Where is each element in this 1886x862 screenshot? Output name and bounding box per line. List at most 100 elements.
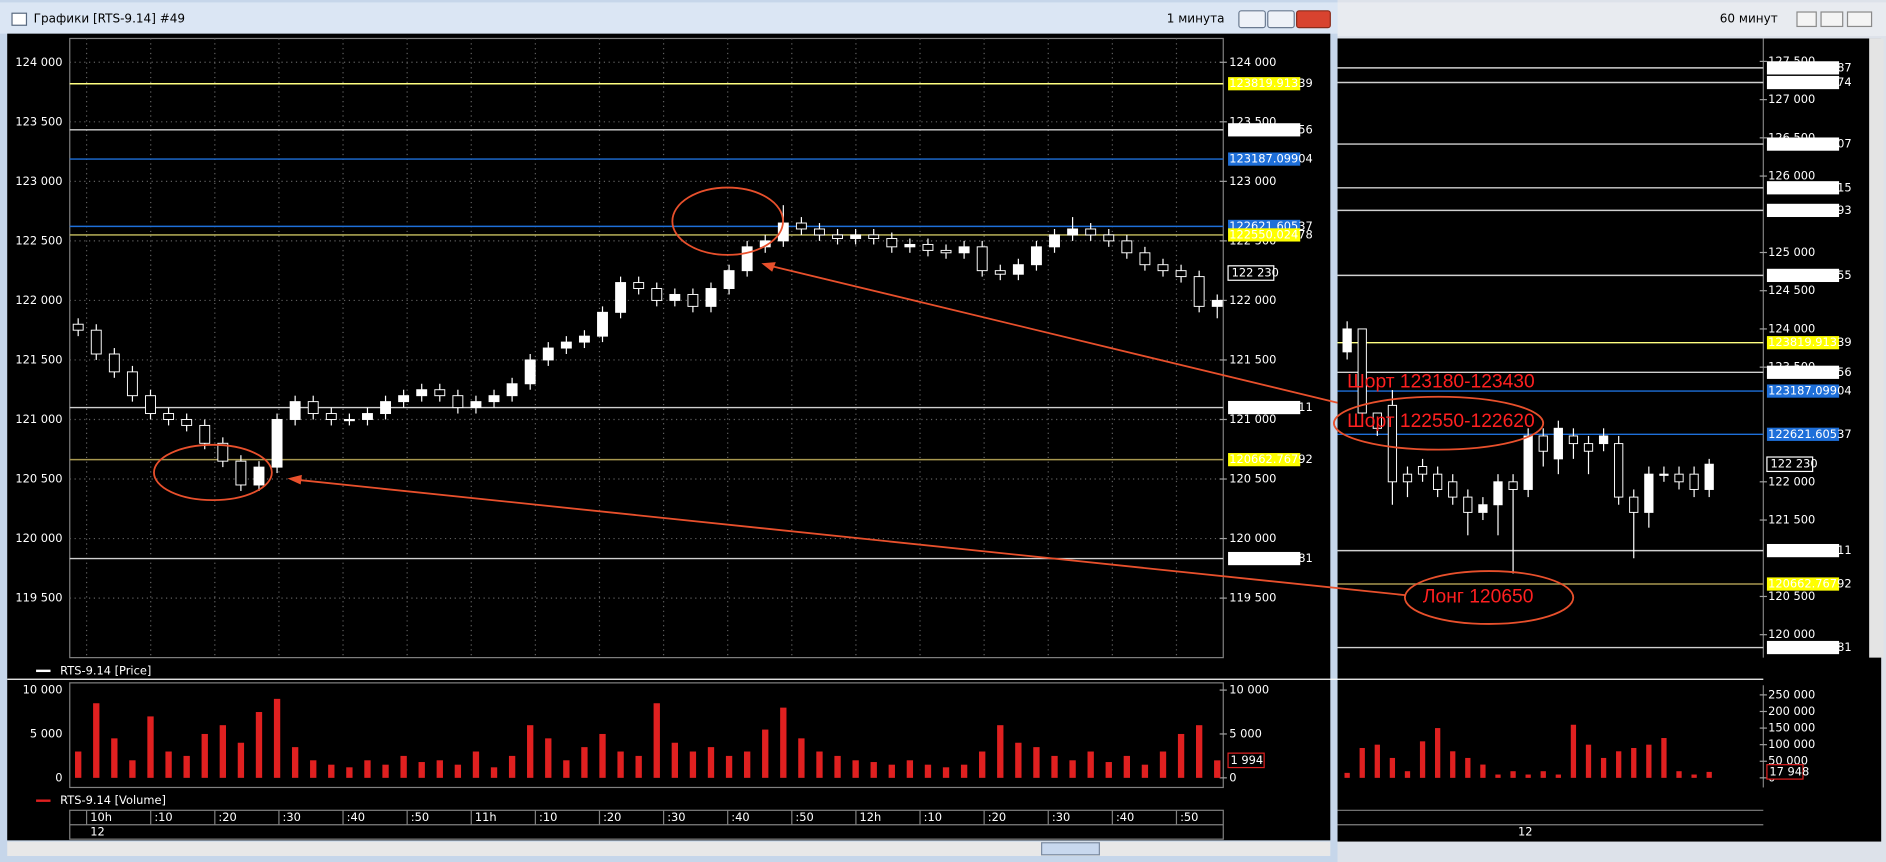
- y-tick-label: 124 500: [1768, 283, 1815, 297]
- y-tick-label: 121 500: [1229, 352, 1276, 366]
- y-tick-label: 10 000: [23, 683, 63, 697]
- candle-body: [398, 395, 410, 403]
- time-label: :50: [795, 810, 813, 824]
- candle-body: [343, 419, 355, 422]
- volume-bar: [924, 764, 932, 778]
- volume-bar: [255, 712, 263, 778]
- candle-body: [1704, 463, 1714, 490]
- y-tick-label: 122 000: [15, 293, 62, 307]
- candle-body: [705, 288, 717, 307]
- candle-body: [1644, 473, 1654, 513]
- date-label: 12: [90, 824, 105, 838]
- maximize-button[interactable]: [1820, 11, 1844, 28]
- candle-body: [307, 401, 319, 415]
- level-label-box: [1228, 453, 1301, 467]
- volume-bar: [364, 760, 371, 778]
- time-label: :40: [731, 810, 749, 824]
- candle-body: [1193, 276, 1205, 307]
- volume-bar: [780, 707, 787, 778]
- volume-bar: [273, 698, 281, 778]
- candle-body: [452, 395, 464, 409]
- volume-bar: [1510, 771, 1516, 778]
- volume-bar: [1404, 771, 1411, 778]
- price-plot-frame: [69, 37, 1224, 659]
- candle-body: [434, 389, 446, 397]
- volume-bar: [129, 760, 136, 778]
- volume-bar: [1646, 744, 1652, 778]
- window-titlebar: [0, 2, 1338, 34]
- maximize-button[interactable]: [1267, 10, 1295, 29]
- volume-bar: [906, 760, 914, 778]
- volume-bar: [743, 751, 751, 778]
- volume-bar: [527, 725, 534, 778]
- y-tick-label: 150 000: [1768, 721, 1815, 735]
- candle-body: [416, 389, 428, 397]
- candle-body: [1523, 435, 1533, 490]
- candle-body: [181, 419, 193, 426]
- y-tick-label: 5 000: [30, 726, 63, 740]
- y-tick-label: 250 000: [1768, 687, 1815, 701]
- volume-bar: [707, 747, 715, 778]
- time-label: :50: [411, 810, 429, 824]
- y-tick-label: 0: [55, 770, 62, 784]
- volume-bar: [1195, 725, 1203, 778]
- volume-bar: [1015, 742, 1022, 778]
- candle-body: [1508, 481, 1518, 490]
- volume-bar: [870, 762, 877, 778]
- level-label-box: [1766, 336, 1840, 350]
- minimize-button[interactable]: [1796, 11, 1817, 28]
- volume-bar: [1676, 771, 1682, 778]
- level-label-box: [1766, 427, 1840, 441]
- volume-bar: [111, 738, 118, 778]
- candle-body: [1629, 496, 1639, 513]
- last-price-label: 122 230: [1232, 266, 1279, 280]
- candle-body: [597, 311, 608, 337]
- window2-titlebar: [1330, 2, 1886, 37]
- time-label: :20: [988, 810, 1006, 824]
- arrow: [769, 264, 1338, 404]
- y-tick-label: 121 500: [1768, 513, 1815, 527]
- volume-bar: [1069, 760, 1076, 778]
- level-label-box: [1228, 77, 1301, 91]
- candle-body: [542, 347, 554, 361]
- level-label: 123819.91339: [1229, 76, 1312, 90]
- last-price-label: 122 230: [1771, 457, 1818, 471]
- window-content: [7, 33, 1331, 841]
- volume-bar: [942, 767, 950, 778]
- volume-bar: [1555, 774, 1561, 778]
- volume-bar: [671, 742, 678, 778]
- close-button[interactable]: [1296, 10, 1331, 29]
- volume-bar: [1661, 738, 1667, 778]
- candle-body: [1121, 240, 1133, 254]
- candle-body: [832, 234, 844, 239]
- level-label: 119831.93881: [1229, 551, 1312, 565]
- candle-body: [795, 222, 807, 230]
- y-tick-label: 124 000: [15, 55, 62, 69]
- scrollbar-thumb[interactable]: [1041, 842, 1100, 856]
- volume-bar: [93, 703, 100, 778]
- volume-bar: [508, 755, 516, 778]
- last-value-box: [1227, 752, 1265, 769]
- last-value-label: 17 948: [1769, 764, 1809, 778]
- candle-body: [1478, 504, 1488, 513]
- annotations: Шорт 123180-123430 Шорт 122550-122620 Ло…: [153, 186, 1575, 625]
- annotation: Шорт 122550-122620: [1347, 411, 1535, 432]
- last-value-box: [1766, 764, 1804, 780]
- horizontal-scrollbar[interactable]: [7, 841, 1331, 856]
- volume-bar: [328, 764, 335, 778]
- minimize-button[interactable]: [1238, 10, 1266, 29]
- time-label: :20: [603, 810, 621, 824]
- volume-bar: [310, 760, 317, 778]
- volume-bar: [1214, 760, 1221, 778]
- close-button[interactable]: [1846, 11, 1873, 28]
- annotation: Лонг 120650: [1423, 587, 1534, 608]
- candle-body: [1157, 264, 1169, 272]
- vertical-scrollbar[interactable]: [1869, 38, 1884, 658]
- level-label: 120662.76792: [1229, 452, 1312, 466]
- time-label: :10: [154, 810, 172, 824]
- volume-bar: [1450, 751, 1456, 778]
- volume-bar: [1141, 764, 1149, 778]
- volume-bar: [1495, 774, 1501, 778]
- candle-body: [1448, 481, 1458, 498]
